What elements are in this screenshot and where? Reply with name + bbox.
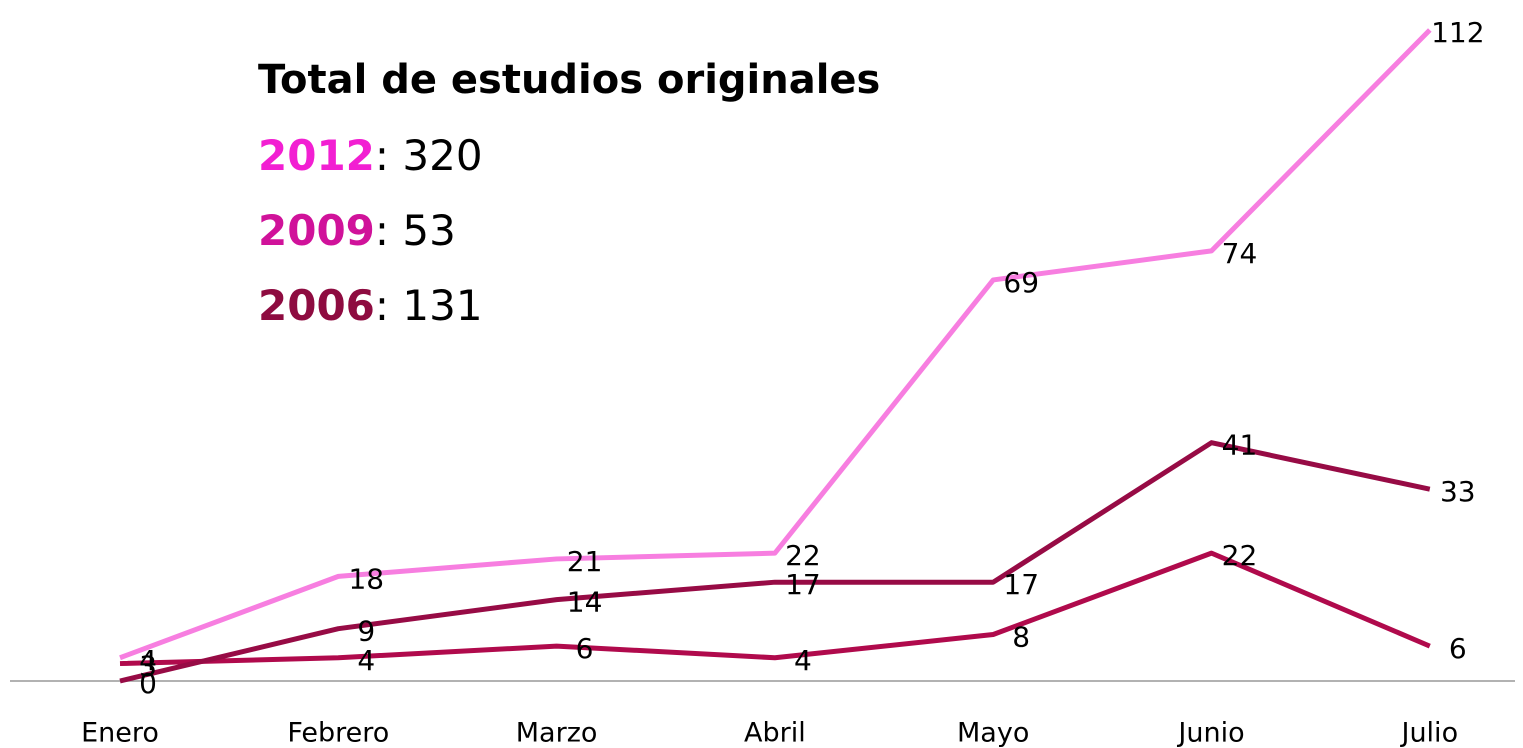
x-tick-label: Abril	[744, 718, 806, 748]
x-tick-label: Enero	[81, 718, 159, 748]
annotation: 2012: 320	[258, 131, 483, 180]
data-label: 8	[1012, 621, 1030, 654]
data-label: 17	[1003, 568, 1039, 601]
data-label: 74	[1222, 237, 1258, 270]
data-label: 41	[1222, 429, 1258, 462]
x-tick-label: Febrero	[287, 718, 389, 748]
annotation-value: 131	[402, 281, 482, 330]
series-line	[119, 550, 1431, 667]
annotation-label: 2006	[258, 281, 375, 330]
annotation-value: 53	[402, 206, 455, 255]
data-label: 33	[1440, 475, 1476, 508]
annotation-label: 2009	[258, 206, 375, 255]
data-label: 9	[357, 615, 375, 648]
x-tick-label: Junio	[1176, 718, 1244, 748]
data-label: 18	[348, 562, 384, 595]
data-label: 69	[1003, 266, 1039, 299]
data-label: 6	[1449, 632, 1467, 665]
annotation: 2009: 53	[258, 206, 456, 255]
data-label: 4	[357, 644, 375, 677]
annotation-separator: :	[375, 131, 403, 180]
data-label: 17	[785, 568, 821, 601]
annotation: 2006: 131	[258, 281, 483, 330]
annotation-label: 2012	[258, 131, 375, 180]
annotation-separator: :	[375, 206, 403, 255]
data-label: 0	[139, 667, 157, 700]
data-label: 112	[1431, 16, 1484, 49]
x-tick-label: Marzo	[516, 718, 598, 748]
data-label: 22	[785, 539, 821, 572]
data-label: 21	[567, 545, 603, 578]
x-tick-label: Julio	[1399, 718, 1458, 748]
data-label: 4	[139, 644, 157, 677]
data-label: 14	[567, 586, 603, 619]
data-label: 3	[139, 650, 157, 683]
data-label: 6	[576, 632, 594, 665]
x-tick-label: Mayo	[957, 718, 1029, 748]
annotation-separator: :	[375, 281, 403, 330]
annotation-value: 320	[402, 131, 482, 180]
series-line	[119, 440, 1431, 684]
data-label: 22	[1222, 539, 1258, 572]
chart-title: Total de estudios originales	[258, 57, 880, 103]
data-label: 4	[794, 644, 812, 677]
series-line	[119, 28, 1432, 661]
